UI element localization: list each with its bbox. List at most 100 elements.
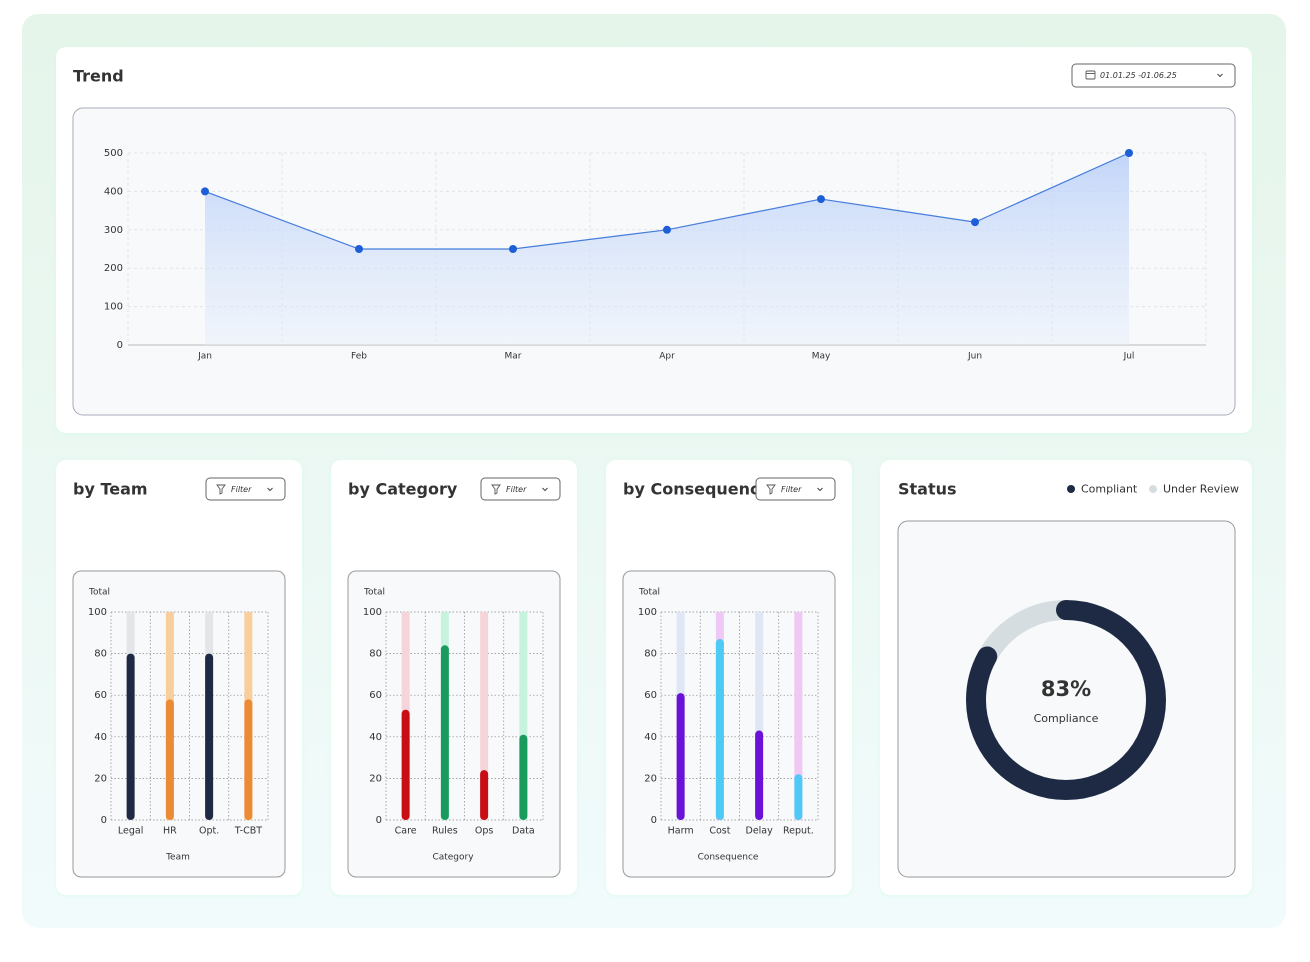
y-tick-label: 0: [651, 815, 657, 826]
date-range: 01.01.25 -01.06.25: [1100, 71, 1177, 80]
filter-button[interactable]: [480, 477, 561, 501]
bar: [519, 734, 528, 820]
y-tick-label: 40: [94, 732, 107, 743]
date-dropdown[interactable]: [1071, 63, 1236, 88]
card-title: by Consequence: [623, 480, 771, 499]
point: [663, 225, 671, 234]
y-tick-label: 0: [101, 815, 107, 826]
y-tick-label: 0: [376, 815, 382, 826]
x-tick-label: Jan: [197, 352, 212, 362]
x-tick-label: Care: [395, 826, 417, 837]
bar-track: [794, 612, 803, 820]
x-tick-label: T-CBT: [234, 826, 263, 837]
chevron-icon: [817, 487, 823, 492]
chevron-icon: [267, 487, 273, 492]
center-value: 83%: [1041, 677, 1091, 701]
legend-swatch: [1149, 485, 1157, 493]
bar: [676, 693, 685, 820]
bar: [401, 709, 410, 820]
y-tick-label: 400: [104, 186, 123, 197]
bar: [244, 699, 253, 820]
bar: [794, 774, 803, 820]
y-tick-label: 60: [644, 690, 657, 701]
y-tick-label: 20: [644, 773, 657, 784]
y-tick-label: 80: [94, 649, 107, 660]
filter-label: Filter: [781, 485, 802, 494]
x-tick-label: Jul: [1123, 352, 1135, 362]
point: [817, 195, 825, 204]
filter-button[interactable]: [205, 477, 286, 501]
x-tick-label: Opt.: [199, 826, 219, 837]
x-tick-label: HR: [163, 826, 177, 837]
bar: [165, 699, 174, 820]
x-tick-label: Legal: [118, 826, 143, 837]
bar-track: [755, 612, 764, 820]
y-axis-label: Total: [88, 588, 110, 598]
y-tick-label: 100: [104, 302, 123, 313]
point: [355, 245, 363, 253]
y-axis-label: Total: [363, 588, 385, 598]
y-tick-label: 80: [644, 649, 657, 660]
x-axis-label: Team: [165, 853, 190, 863]
x-tick-label: Cost: [709, 826, 730, 837]
y-tick-label: 100: [88, 607, 107, 618]
y-tick-label: 60: [369, 690, 382, 701]
x-tick-label: Apr: [659, 352, 675, 362]
filter-button[interactable]: [755, 477, 836, 501]
bar: [755, 730, 764, 820]
bar: [715, 639, 724, 820]
filter-icon: [766, 484, 776, 495]
chart-frame: [622, 570, 836, 878]
chart-frame: [72, 570, 286, 878]
x-tick-label: May: [812, 352, 831, 362]
card-title: Trend: [73, 67, 124, 86]
chevron-icon: [542, 487, 548, 492]
card-title: by Category: [348, 480, 458, 499]
bar-track: [519, 612, 528, 820]
calendar-icon: [1085, 70, 1096, 80]
x-tick-label: Mar: [505, 352, 522, 362]
y-tick-label: 100: [638, 607, 657, 618]
x-tick-label: Reput.: [783, 826, 814, 837]
card-title: Status: [898, 480, 957, 499]
y-tick-label: 80: [369, 649, 382, 660]
y-axis-label: Total: [638, 588, 660, 598]
x-tick-label: Rules: [432, 826, 458, 837]
filter-icon: [491, 484, 501, 495]
bar: [205, 653, 214, 820]
filter-label: Filter: [506, 485, 527, 494]
bar: [126, 653, 135, 820]
chart-frame: [897, 520, 1236, 878]
x-tick-label: Jun: [967, 352, 982, 362]
x-axis-label: Consequence: [698, 853, 759, 863]
donut-segment: [966, 600, 1166, 800]
x-tick-label: Harm: [668, 826, 694, 837]
x-tick-label: Ops: [475, 826, 494, 837]
point: [201, 187, 209, 196]
bar: [480, 770, 489, 820]
x-axis-label: Category: [432, 853, 474, 863]
bar: [440, 645, 449, 820]
chart-frame: [347, 570, 561, 878]
card-title: by Team: [73, 480, 148, 499]
x-tick-label: Delay: [746, 826, 774, 837]
y-tick-label: 200: [104, 263, 123, 274]
point: [971, 218, 979, 227]
y-tick-label: 0: [117, 340, 123, 351]
x-tick-label: Feb: [351, 352, 367, 362]
y-tick-label: 60: [94, 690, 107, 701]
y-tick-label: 20: [369, 773, 382, 784]
chevron-icon: [1217, 73, 1223, 78]
legend-label: Under Review: [1163, 483, 1239, 496]
y-tick-label: 300: [104, 225, 123, 236]
center-text: Compliance: [1034, 712, 1099, 725]
y-tick-label: 100: [363, 607, 382, 618]
bar-track: [480, 612, 489, 820]
filter-icon: [216, 484, 226, 495]
area: [205, 153, 1129, 345]
y-tick-label: 500: [104, 148, 123, 159]
legend-swatch: [1067, 485, 1075, 493]
point: [509, 245, 517, 253]
point: [1125, 149, 1133, 157]
